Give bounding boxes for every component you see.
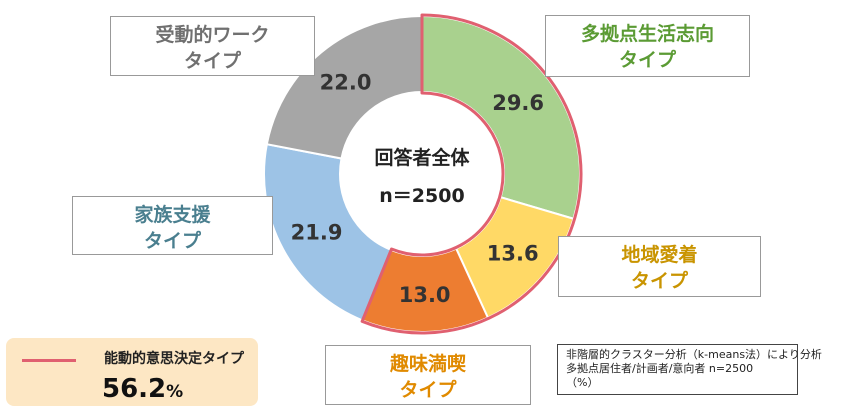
callout-multi-base-living-type: 多拠点生活志向 タイプ [545,15,750,77]
legend-line-swatch [22,359,76,362]
legend-label: 能動的意思決定タイプ [104,351,244,367]
note-line-3: （%） [566,376,599,389]
callout-name-line-2: タイプ [630,270,688,292]
callout-name-line-2: タイプ [143,230,201,252]
callout-hobby-enjoyment-type: 趣味満喫 タイプ [325,345,531,405]
callout-name-line-1: 多拠点生活志向 [580,23,714,45]
center-label-1: 回答者全体 [374,146,470,169]
legend-value-number: 56.2 [102,374,167,404]
slice-value-label-0: 29.6 [492,91,544,115]
callout-name-line-2: タイプ [399,379,457,401]
legend-value: 56.2% [102,374,183,404]
callout-regional-attachment-type: 地域愛着 タイプ [558,236,761,297]
callout-family-support-type: 家族支援 タイプ [72,196,273,255]
decisive-group-outline [360,13,583,335]
slice-value-label-3: 21.9 [291,220,343,244]
note-line-2: 多拠点居住者/計画者/意向者 n=2500 [566,362,754,375]
method-note: 非階層的クラスター分析（k-means法）により分析 多拠点居住者/計画者/意向… [557,344,822,395]
callout-name-line-1: 受動的ワーク [155,24,270,46]
callout-passive-work-type: 受動的ワーク タイプ [110,16,315,76]
callout-name-line-1: 地域愛着 [621,244,698,266]
callout-name-line-2: タイプ [183,50,241,72]
callout-name-line-1: 趣味満喫 [389,353,466,375]
pie-slice-3 [263,143,393,322]
slice-value-label-1: 13.6 [487,242,539,266]
callout-name-line-1: 家族支援 [134,204,211,226]
callout-name-line-2: タイプ [618,49,676,71]
slice-value-label-4: 22.0 [320,70,372,94]
note-line-1: 非階層的クラスター分析（k-means法）により分析 [566,348,822,361]
slice-value-label-2: 13.0 [399,283,451,307]
pie-slice-4 [265,14,423,160]
legend-value-unit: % [166,382,184,402]
legend-box: 能動的意思決定タイプ 56.2% [6,338,258,406]
center-label-2: n＝2500 [379,185,464,207]
